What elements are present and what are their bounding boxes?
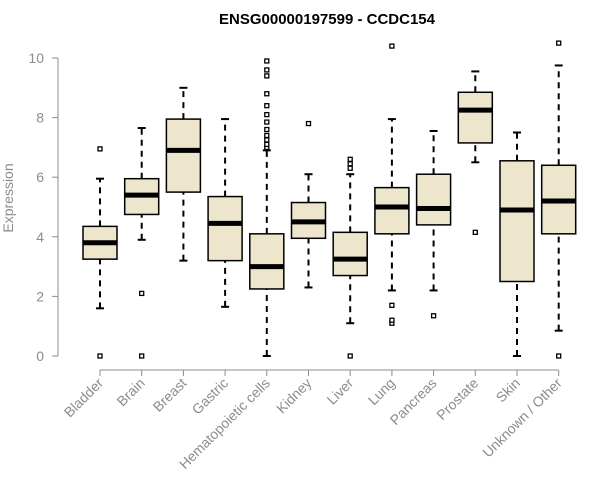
iqr-box <box>249 233 285 290</box>
x-tick-label: Bladder <box>61 375 107 421</box>
y-axis: 0 2 4 6 8 10 <box>28 50 59 364</box>
box-pancreas <box>415 130 452 319</box>
y-tick-label: 4 <box>36 229 44 245</box>
box-prostate <box>457 70 494 235</box>
iqr-box <box>207 195 243 262</box>
outlier-point <box>556 353 562 359</box>
outlier-point <box>389 317 395 323</box>
outlier-point <box>264 119 270 125</box>
box-lung <box>374 43 410 326</box>
y-tick-label: 10 <box>28 50 44 66</box>
x-tick-label: Skin <box>493 375 524 406</box>
iqr-box <box>332 231 368 277</box>
box-kidney <box>290 120 327 289</box>
box-hematopoietic-cells <box>249 58 285 357</box>
outlier-point <box>139 290 145 297</box>
outlier-point <box>472 229 478 235</box>
outlier-point <box>264 126 270 133</box>
outlier-point <box>347 161 353 167</box>
outlier-point <box>389 302 395 308</box>
outlier-point <box>264 137 270 143</box>
y-axis-label: Expression <box>0 163 16 232</box>
outlier-point <box>139 353 145 359</box>
outlier-point <box>556 40 562 46</box>
chart-title: ENSG00000197599 - CCDC154 <box>219 11 436 28</box>
iqr-box <box>457 91 494 144</box>
box-series <box>82 40 577 359</box>
box-brain <box>123 127 160 359</box>
box-skin <box>499 131 535 357</box>
x-tick-label: Liver <box>324 375 357 408</box>
outlier-point <box>430 313 437 319</box>
x-tick-label: Lung <box>365 375 398 408</box>
outlier-point <box>264 103 270 109</box>
outlier-point <box>305 120 312 127</box>
y-tick-label: 8 <box>36 110 44 126</box>
outlier-point <box>264 73 270 79</box>
y-tick-label: 0 <box>36 348 44 364</box>
outlier-point <box>264 111 270 118</box>
outlier-point <box>264 91 270 97</box>
y-tick-label: 6 <box>36 169 44 185</box>
box-unknown-other <box>540 40 577 359</box>
iqr-box <box>499 160 535 283</box>
x-tick-label: Kidney <box>273 375 315 417</box>
outlier-point <box>97 353 103 359</box>
box-liver <box>332 156 368 359</box>
outlier-point <box>264 141 270 148</box>
box-gastric <box>207 118 243 308</box>
outlier-point <box>97 146 103 152</box>
outlier-point <box>389 43 395 49</box>
box-bladder <box>82 146 118 359</box>
iqr-box <box>415 173 452 226</box>
outlier-point <box>347 165 353 171</box>
outlier-point <box>347 353 353 359</box>
x-tick-label: Breast <box>150 375 190 415</box>
iqr-box <box>374 186 410 235</box>
iqr-box <box>165 118 202 193</box>
outlier-point <box>264 58 270 64</box>
outlier-point <box>264 132 270 139</box>
outlier-point <box>347 156 353 162</box>
x-tick-label: Brain <box>113 375 147 409</box>
x-tick-label: Unknown / Other <box>479 375 565 461</box>
x-tick-label: Prostate <box>433 375 481 423</box>
outlier-point <box>264 67 270 73</box>
y-tick-label: 2 <box>36 288 44 304</box>
box-breast <box>165 86 202 262</box>
